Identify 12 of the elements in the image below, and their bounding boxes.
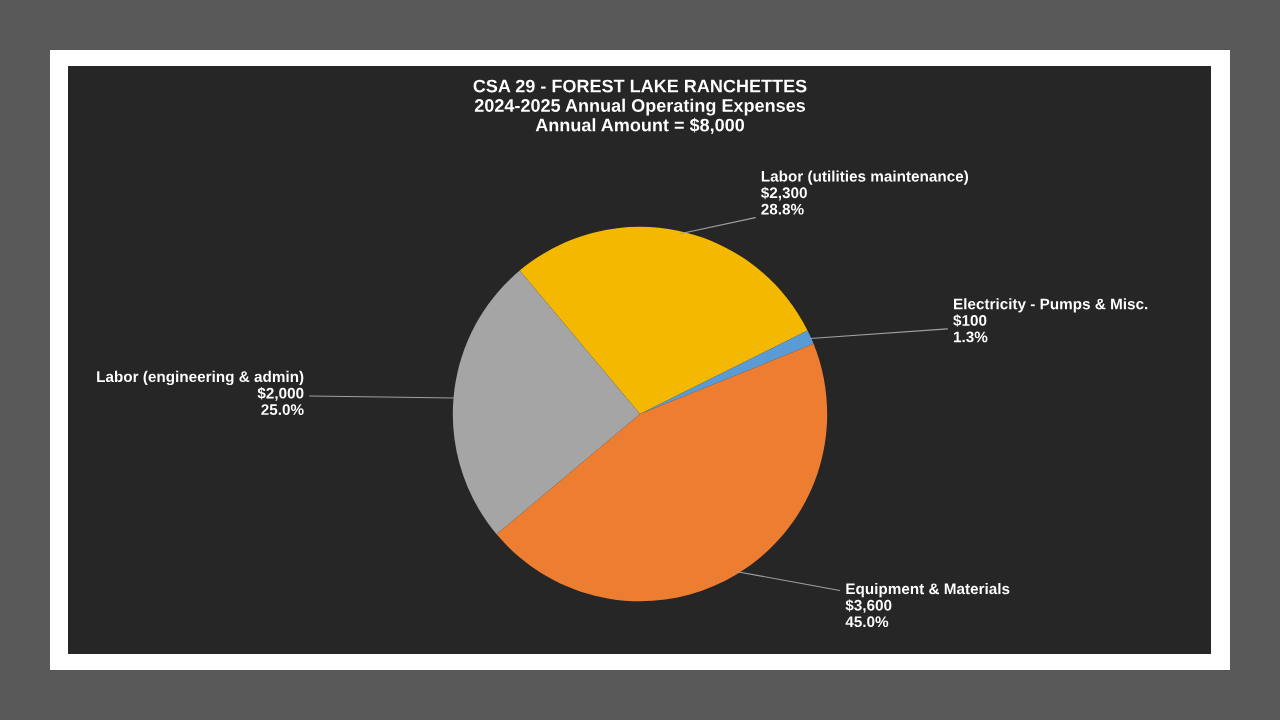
pie-slice bbox=[496, 343, 828, 602]
slice-label: Equipment & Materials bbox=[846, 582, 1010, 598]
data-label: $100 1.3% bbox=[953, 314, 988, 343]
data-label: $3,600 45.0% bbox=[845, 599, 892, 628]
pie-slice bbox=[519, 226, 808, 414]
slice-label: Electricity - Pumps & Misc. bbox=[954, 298, 1148, 313]
pie-slice bbox=[640, 330, 814, 414]
chart-title: CSA 29 - FOREST LAKE RANCHETTES 2024-2025 Annual Operating Expenses Annual Amount = $8,000 bbox=[473, 79, 807, 135]
data-label: $2,000 25.0% bbox=[257, 387, 304, 416]
slice-label: Labor (utilities maintenance) bbox=[761, 170, 969, 185]
data-label: $2,300 28.8% bbox=[761, 186, 807, 215]
slice-label: Labor (engineering & admin) bbox=[97, 370, 304, 386]
